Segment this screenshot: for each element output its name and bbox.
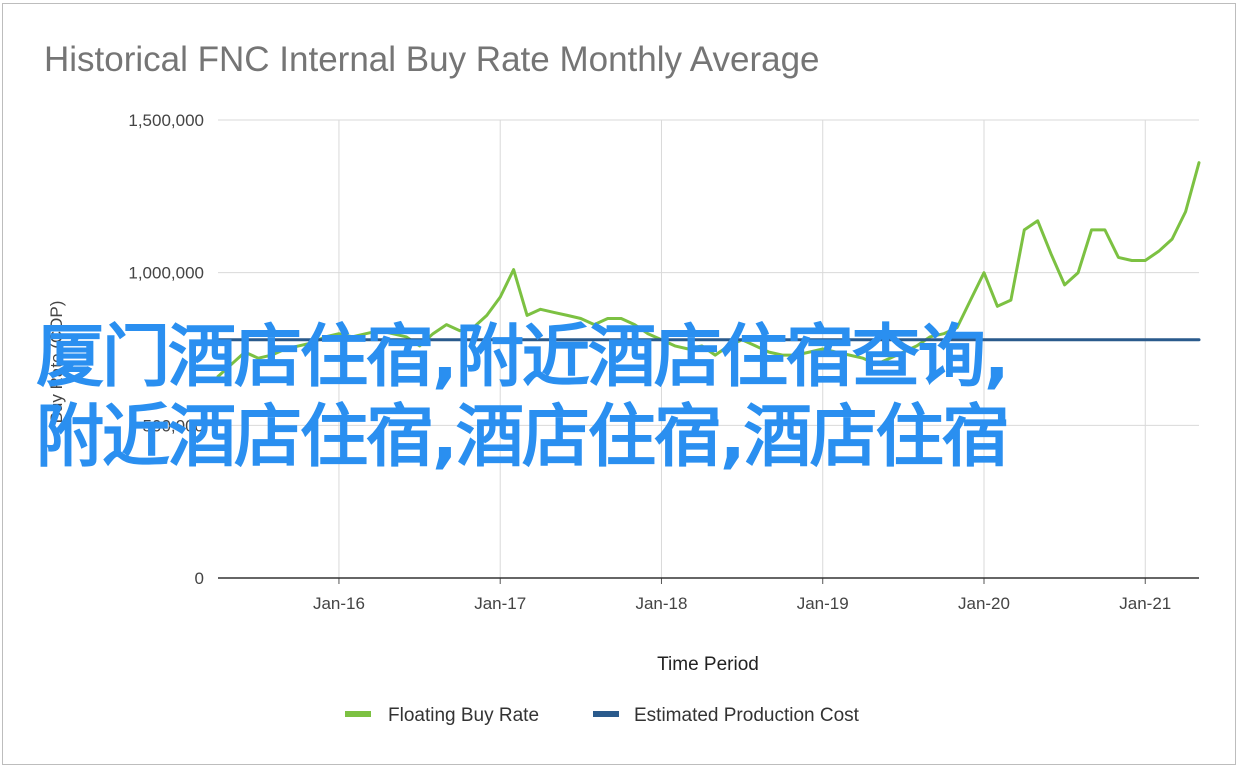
- overlay-line-1: 厦门酒店住宿,附近酒店住宿查询,: [36, 318, 1010, 397]
- legend-label-estimated-production-cost: Estimated Production Cost: [634, 705, 860, 726]
- chart-frame: [2, 3, 1236, 765]
- x-tick-label: Jan-18: [635, 594, 687, 613]
- y-tick-label: 1,000,000: [128, 264, 204, 283]
- legend: Floating Buy Rate Estimated Production C…: [345, 705, 860, 726]
- series-line-floating-buy-rate: [216, 161, 1201, 378]
- x-axis-label: Time Period: [657, 654, 759, 675]
- y-tick-label: 500,000: [143, 416, 204, 435]
- y-tick-label: 1,500,000: [128, 111, 204, 130]
- chart-title: Historical FNC Internal Buy Rate Monthly…: [44, 40, 820, 79]
- watermark-overlay-text: 厦门酒店住宿,附近酒店住宿查询, 附近酒店住宿,酒店住宿,酒店住宿: [36, 318, 1216, 478]
- legend-label-floating-buy-rate: Floating Buy Rate: [388, 705, 539, 726]
- legend-item-floating-buy-rate: Floating Buy Rate: [345, 705, 539, 726]
- x-tick-label: Jan-16: [313, 594, 365, 613]
- x-tick-label: Jan-17: [474, 594, 526, 613]
- legend-swatch-estimated-production-cost: [593, 711, 619, 717]
- axes: 0 500,000 1,000,000 1,500,000 Jan-16 Jan-17 Ja…: [128, 111, 1199, 613]
- overlay-line-2: 附近酒店住宿,酒店住宿,酒店住宿: [36, 398, 1010, 477]
- legend-swatch-floating-buy-rate: [345, 711, 371, 717]
- y-tick-label: 0: [195, 569, 204, 588]
- x-tick-label: Jan-21: [1119, 594, 1171, 613]
- x-tick-label: Jan-19: [797, 594, 849, 613]
- y-axis-label: Buy Rate (COP): [47, 301, 66, 424]
- x-tick-label: Jan-20: [958, 594, 1010, 613]
- legend-item-estimated-production-cost: Estimated Production Cost: [593, 705, 860, 726]
- series: [216, 161, 1201, 378]
